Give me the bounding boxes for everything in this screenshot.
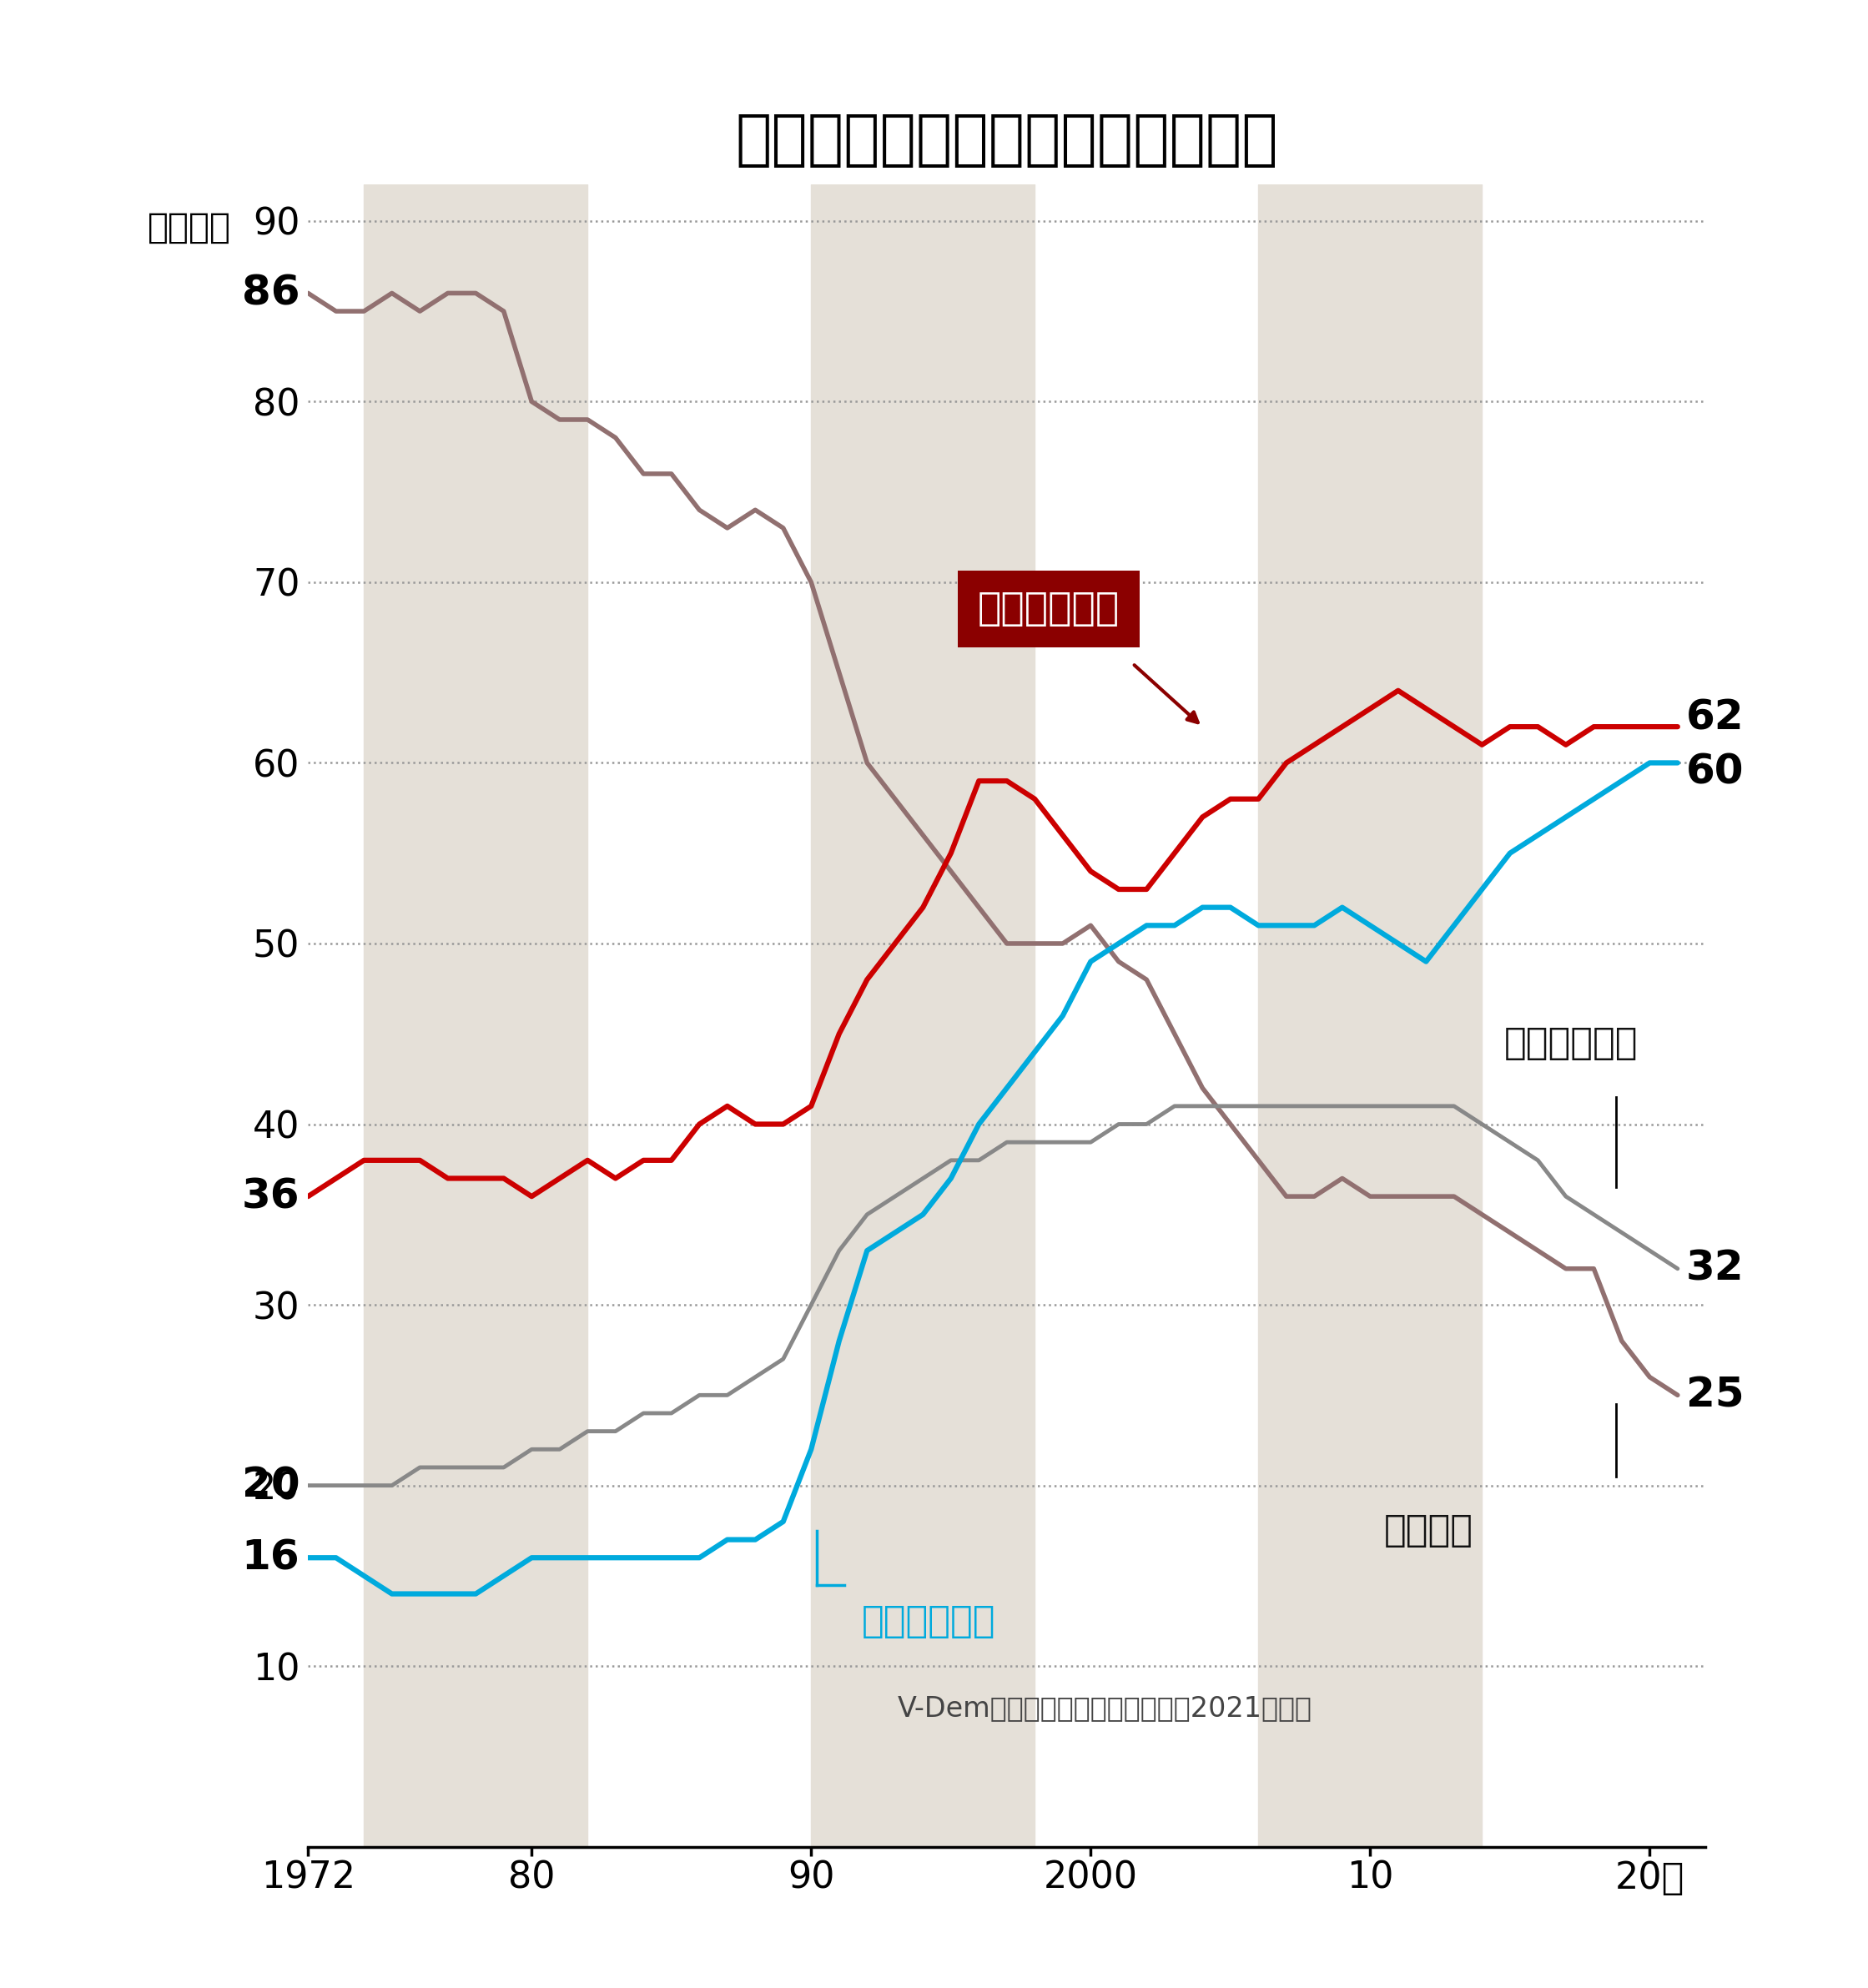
Text: 権威主義: 権威主義 xyxy=(1384,1513,1474,1549)
Bar xyxy=(364,185,588,1847)
Title: 「選挙権威主義国」は世界で最多: 「選挙権威主義国」は世界で最多 xyxy=(736,111,1278,169)
Text: 32: 32 xyxy=(1687,1248,1745,1288)
Text: 62: 62 xyxy=(1687,698,1745,738)
Text: （カ国）: （カ国） xyxy=(148,209,232,245)
Text: 自由民主主義: 自由民主主義 xyxy=(1504,1026,1638,1062)
Text: 60: 60 xyxy=(1687,751,1745,791)
Text: V-Dem「デモクラシー・リポート2021」から: V-Dem「デモクラシー・リポート2021」から xyxy=(897,1694,1311,1722)
Text: 選挙権威主義: 選挙権威主義 xyxy=(977,590,1119,628)
Bar xyxy=(811,185,1035,1847)
Text: 25: 25 xyxy=(1687,1376,1745,1415)
Text: 選挙民主主義: 選挙民主主義 xyxy=(861,1602,996,1638)
Text: 86: 86 xyxy=(241,272,299,314)
Text: 20: 20 xyxy=(241,1465,299,1505)
Text: 36: 36 xyxy=(241,1177,299,1217)
Bar xyxy=(1259,185,1481,1847)
Text: 16: 16 xyxy=(241,1537,299,1578)
